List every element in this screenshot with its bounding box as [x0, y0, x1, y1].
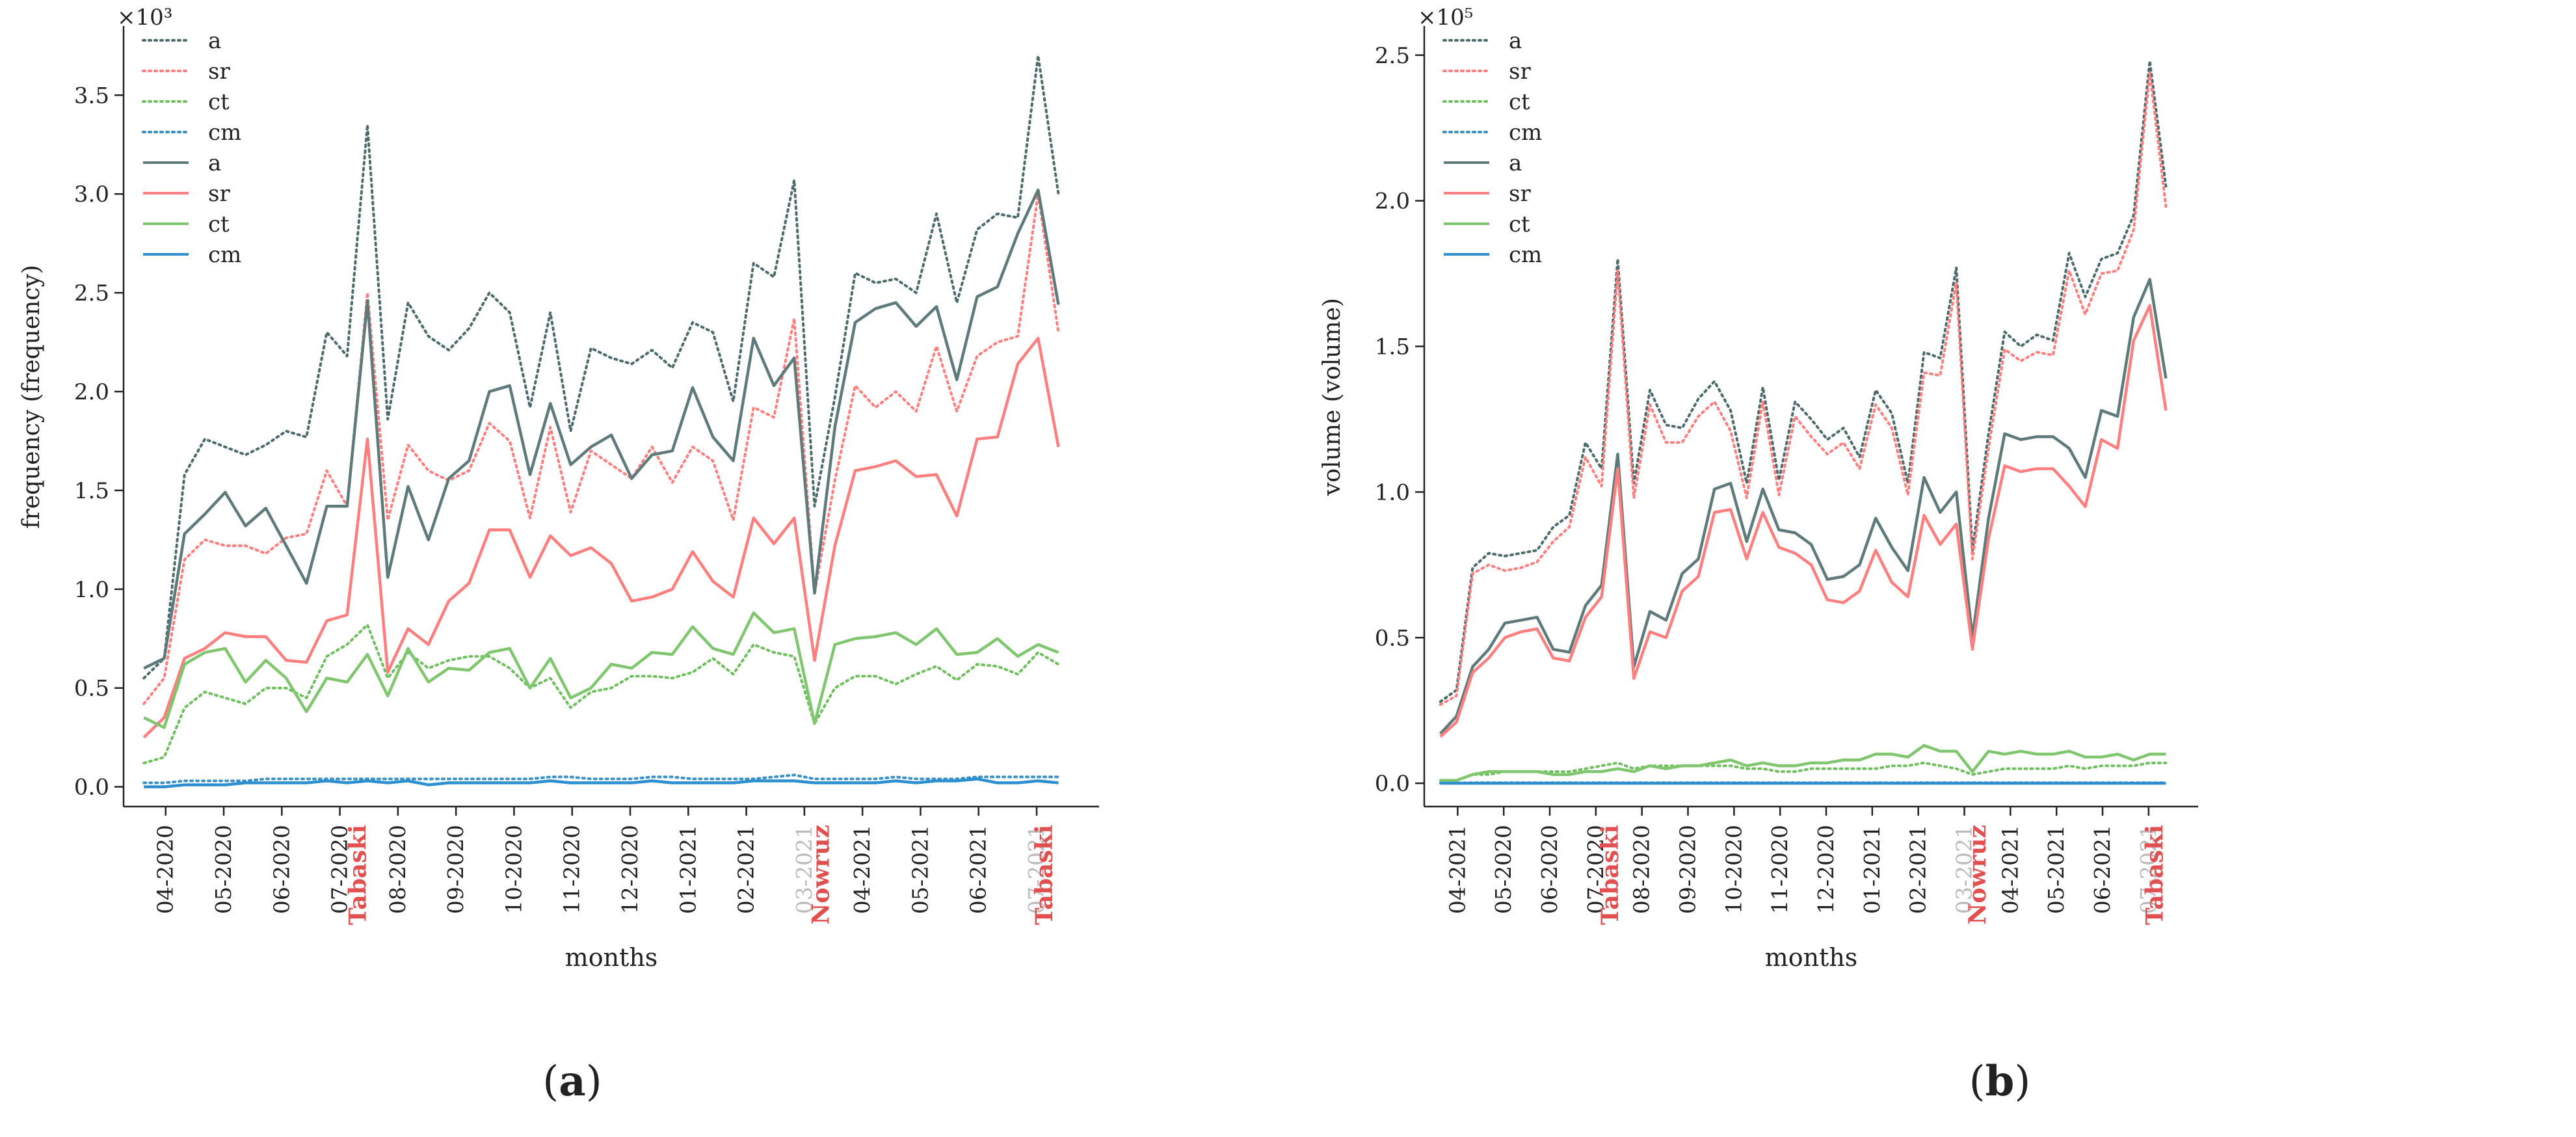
x-tick-label: 03-2021: [791, 825, 817, 914]
y-tick-label: 0.5: [74, 676, 109, 702]
series-line-a-solid: [143, 188, 1060, 670]
x-tick-label: 07-2020: [327, 825, 352, 914]
x-tick-label: 01-2021: [675, 825, 700, 914]
x-tick-label: 07-2021: [2136, 825, 2161, 914]
x-tick-label: 04-2021: [849, 825, 875, 914]
legend-label: a: [1509, 150, 1522, 176]
legend-label: sr: [1509, 181, 1531, 207]
x-tick-label: 08-2020: [385, 825, 410, 914]
caption-a: (a): [542, 1057, 602, 1106]
x-tick-label: 04-2021: [1997, 825, 2023, 914]
y-tick-label: 2.5: [1375, 43, 1410, 69]
x-tick-label: 05-2021: [907, 825, 933, 914]
event-tick-label: Tabaski: [2142, 825, 2169, 925]
y-tick-label: 0.0: [1375, 771, 1410, 797]
x-tick-label: 06-2020: [1537, 825, 1562, 914]
x-tick-label: 10-2020: [1721, 825, 1746, 914]
x-tick-label: 06-2020: [269, 825, 294, 914]
event-tick-label: Tabaski: [1597, 825, 1624, 925]
caption-b-letter: b: [1985, 1057, 2015, 1106]
y-exponent-label: ×10³: [117, 5, 172, 31]
event-tick-label: Nowruz: [1964, 825, 1991, 925]
legend-label: cm: [1509, 242, 1542, 268]
y-tick-label: 1.5: [74, 478, 109, 504]
frequency-chart: ×10³ 0.0 0.5 1.0 1.5 2.0 2.5 3.0 3.5 frequency (f…: [18, 5, 1099, 972]
x-tick-label: 06-2021: [2090, 825, 2115, 914]
legend-label: sr: [1509, 59, 1531, 85]
x-tick-label: 09-2020: [1675, 825, 1701, 914]
legend-label: cm: [1509, 120, 1542, 146]
series-line-cm-solid: [144, 777, 1059, 788]
legend-label: sr: [208, 181, 230, 207]
legend-label: ct: [208, 211, 230, 237]
y-tick-label: 1.0: [74, 577, 109, 603]
x-tick-label: 10-2020: [501, 825, 526, 914]
caption-b: (b): [1969, 1057, 2031, 1106]
series-line-cm-dotted: [142, 773, 1060, 784]
legend-label: a: [1509, 28, 1522, 54]
x-tick-label: 11-2020: [559, 825, 585, 914]
series-line-sr-dotted: [1439, 71, 2168, 706]
event-tick-label: Nowruz: [807, 825, 834, 925]
x-tick-label: 05-2020: [1491, 825, 1516, 914]
panel-a: ×10³ 0.0 0.5 1.0 1.5 2.0 2.5 3.0 3.5 frequency (f…: [18, 5, 1099, 1106]
legend-label: cm: [208, 242, 241, 268]
series-line-sr-dotted: [142, 193, 1060, 706]
legend-label: ct: [208, 89, 230, 115]
x-tick-label: 03-2021: [1952, 825, 1977, 914]
x-tick-label: 02-2021: [1905, 825, 1931, 914]
series-line-ct-dotted: [1439, 761, 2168, 782]
x-tick-label: 12-2020: [1813, 825, 1839, 914]
y-axis-label: volume (volume): [1319, 298, 1346, 496]
event-tick-label: Tabaski: [344, 825, 371, 925]
series-line-a-dotted: [1439, 59, 2168, 703]
x-tick-label: 07-2021: [1024, 825, 1049, 914]
x-tick-label: 05-2020: [211, 825, 236, 914]
y-tick-label: 1.0: [1375, 479, 1410, 505]
legend-label: cm: [208, 120, 241, 146]
x-tick-label: 06-2021: [966, 825, 991, 914]
legend-label: a: [208, 28, 221, 54]
series-line-ct-solid: [143, 611, 1059, 729]
y-tick-label: 2.5: [74, 280, 109, 306]
x-tick-label: 09-2020: [443, 825, 468, 914]
x-tick-label: 07-2020: [1583, 825, 1608, 914]
y-tick-label: 2.0: [74, 379, 109, 405]
x-tick-label: 08-2020: [1629, 825, 1654, 914]
y-tick-label: 0.5: [1375, 625, 1410, 651]
x-tick-label: 12-2020: [617, 825, 643, 914]
x-tick-label: 01-2021: [1859, 825, 1885, 914]
volume-chart: ×10⁵ 0.0 0.5 1.0 1.5 2.0 2.5 volume (volume) 04-…: [1319, 5, 2198, 972]
x-tick-label: 02-2021: [734, 825, 759, 914]
y-tick-label: 3.0: [74, 181, 109, 207]
legend-label: sr: [208, 59, 230, 85]
legend-label: ct: [1509, 89, 1530, 115]
series-line-ct-dotted: [142, 623, 1060, 765]
y-axis-label: frequency (frequency): [18, 265, 45, 529]
y-tick-label: 1.5: [1375, 334, 1410, 360]
y-tick-label: 2.0: [1375, 189, 1410, 215]
x-tick-label: 04-2021: [1444, 825, 1470, 914]
series-line-ct-solid: [1440, 743, 2166, 782]
y-exponent-label: ×10⁵: [1418, 5, 1473, 31]
series-line-sr-solid: [1439, 304, 2168, 738]
y-tick-label: 3.5: [74, 83, 109, 109]
y-tick-label: 0.0: [74, 775, 109, 801]
panel-b: ×10⁵ 0.0 0.5 1.0 1.5 2.0 2.5 volume (volume) 04-…: [1288, 0, 2575, 1137]
legend-label: ct: [1509, 211, 1530, 237]
legend-label: a: [208, 150, 221, 176]
x-axis-label: months: [565, 943, 658, 972]
x-axis-label: months: [1765, 943, 1858, 972]
series-line-sr-solid: [142, 336, 1060, 739]
caption-a-letter: a: [559, 1057, 586, 1106]
event-tick-label: Tabaski: [1031, 825, 1058, 925]
series-line-a-solid: [1439, 278, 2168, 735]
x-tick-label: 05-2021: [2043, 825, 2069, 914]
x-tick-label: 04-2020: [153, 825, 178, 914]
x-tick-label: 11-2020: [1767, 825, 1792, 914]
series-line-a-dotted: [142, 54, 1060, 680]
